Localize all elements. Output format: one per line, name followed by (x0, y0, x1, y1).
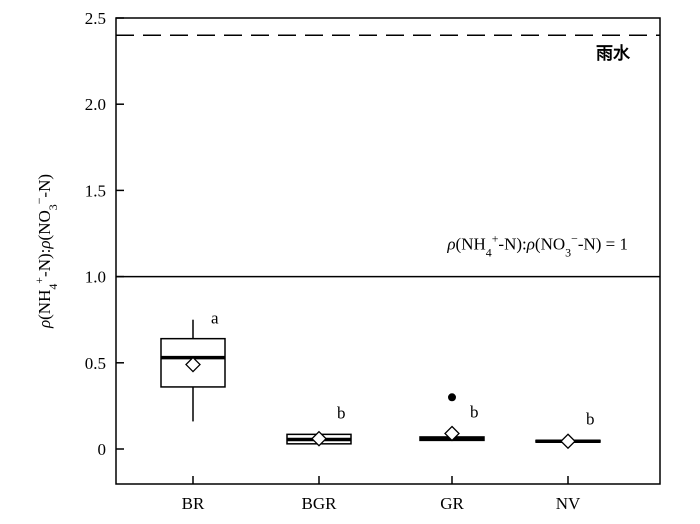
significance-letter: b (337, 403, 346, 422)
ratio-one-label-part: + (492, 232, 499, 246)
significance-letter: b (586, 409, 595, 428)
y-tick-label: 1.0 (85, 268, 106, 287)
y-axis-label-part: 3 (46, 204, 60, 210)
y-tick-label: 2.0 (85, 95, 106, 114)
y-axis-label-part: -N): (35, 249, 54, 277)
reference-lines: 雨水ρ(NH4+-N):ρ(NO3−-N) = 1 (116, 34, 660, 278)
y-axis-label-part: -N) (35, 174, 54, 198)
ratio-one-label-part: 4 (486, 246, 492, 260)
y-tick-label: 0.5 (85, 354, 106, 373)
ratio-one-label-part: − (571, 232, 578, 246)
x-tick-label: BGR (302, 494, 338, 513)
boxes: a b b b (160, 309, 601, 450)
ratio-one-label: ρ(NH4+-N):ρ(NO3−-N) = 1 (446, 232, 628, 260)
y-axis: 0 0.5 1.0 1.5 2.0 2.5 (85, 9, 124, 459)
y-axis-label-part: + (32, 277, 46, 284)
rainwater-label: 雨水 (596, 43, 631, 64)
box-br: a (160, 309, 226, 422)
y-axis-label-part: 4 (46, 284, 60, 290)
ratio-one-label-part: ρ (526, 235, 535, 254)
outlier-point (448, 393, 456, 402)
y-axis-label-part: ρ (35, 240, 54, 249)
ratio-one-label-part: ρ (446, 235, 455, 254)
mean-marker (560, 433, 576, 450)
y-axis-label: ρ(NH4+-N):ρ(NO3−-N) (32, 174, 60, 329)
box-bgr: b (286, 403, 352, 447)
x-tick-label: GR (440, 494, 464, 513)
y-tick-label: 0 (98, 440, 107, 459)
iqr-box (160, 337, 226, 388)
ratio-one-label-part: -N): (498, 235, 526, 254)
x-axis: BR BGR GR NV (182, 476, 581, 513)
box-gr: b (419, 393, 485, 442)
box-nv: b (535, 409, 601, 450)
mean-marker (311, 430, 327, 447)
significance-letter: a (211, 309, 219, 328)
y-tick-label: 2.5 (85, 9, 106, 28)
mean-marker (185, 356, 201, 373)
y-tick-label: 1.5 (85, 181, 106, 200)
y-axis-label-part: (NO (35, 210, 54, 240)
plot-frame (115, 17, 661, 485)
ratio-one-label-part: 3 (565, 246, 571, 260)
y-axis-label-part: ρ (35, 320, 54, 329)
x-tick-label: BR (182, 494, 205, 513)
ratio-one-label-part: (NO (535, 235, 565, 254)
y-axis-label-part: − (32, 197, 46, 204)
mean-marker (444, 425, 460, 442)
ratio-one-label-part: -N) = 1 (578, 235, 628, 254)
y-axis-label-part: (NH (35, 290, 54, 320)
x-tick-label: NV (556, 494, 581, 513)
significance-letter: b (470, 402, 479, 421)
ratio-one-label-part: (NH (456, 235, 486, 254)
